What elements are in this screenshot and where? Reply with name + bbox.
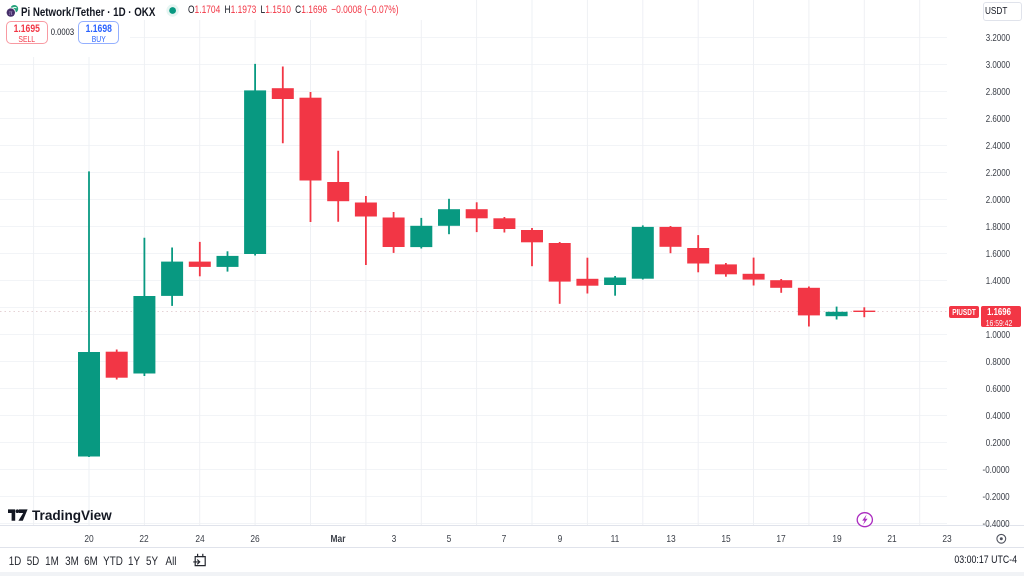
svg-text:π: π (9, 9, 13, 17)
